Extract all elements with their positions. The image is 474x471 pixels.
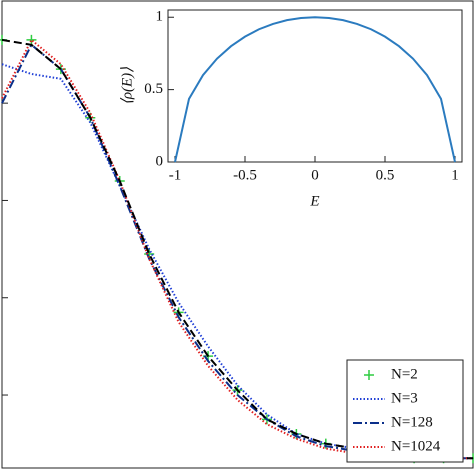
line xyxy=(174,16,456,163)
legend xyxy=(346,359,464,463)
line xyxy=(1,38,473,460)
x-tick-label: -0.5 xyxy=(233,167,257,183)
y-axis-label: ⟨ρ(E)⟩ xyxy=(119,67,135,105)
x-tick-label: 0.5 xyxy=(376,167,395,183)
legend-label: N=3 xyxy=(391,390,418,406)
legend-label: N=128 xyxy=(391,414,433,430)
y-tick-label: 0 xyxy=(156,153,164,169)
legend-label: N=2 xyxy=(391,366,418,382)
legend-marker xyxy=(364,370,374,380)
line xyxy=(1,38,473,460)
y-tick-label: 1 xyxy=(156,9,164,25)
x-tick-label: 0 xyxy=(311,167,319,183)
x-tick-label: 1 xyxy=(451,167,459,183)
y-tick-label: 0.5 xyxy=(144,81,163,97)
x-tick-label: -1 xyxy=(169,167,182,183)
x-axis-label: E xyxy=(309,193,319,209)
legend-label: N=1024 xyxy=(391,438,441,454)
plot-area xyxy=(167,9,463,163)
marker xyxy=(26,34,37,45)
